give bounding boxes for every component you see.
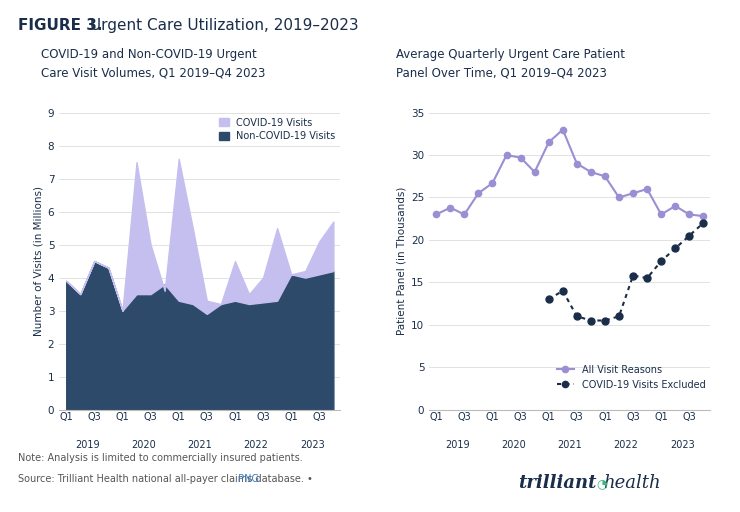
Text: Source: Trilliant Health national all-payer claims database. •: Source: Trilliant Health national all-pa… xyxy=(18,474,313,484)
Text: 2022: 2022 xyxy=(613,440,639,450)
Y-axis label: Patient Panel (in Thousands): Patient Panel (in Thousands) xyxy=(397,187,407,335)
Text: Urgent Care Utilization, 2019–2023: Urgent Care Utilization, 2019–2023 xyxy=(85,18,359,33)
Text: 2021: 2021 xyxy=(187,440,212,450)
Legend: COVID-19 Visits, Non-COVID-19 Visits: COVID-19 Visits, Non-COVID-19 Visits xyxy=(219,117,335,141)
Text: ◔: ◔ xyxy=(596,477,608,490)
Text: Note: Analysis is limited to commercially insured patients.: Note: Analysis is limited to commerciall… xyxy=(18,453,303,463)
Text: 2021: 2021 xyxy=(557,440,582,450)
Text: trilliant: trilliant xyxy=(518,474,596,492)
Text: 2020: 2020 xyxy=(131,440,156,450)
Y-axis label: Number of Visits (in Millions): Number of Visits (in Millions) xyxy=(33,186,44,336)
Text: health: health xyxy=(603,474,661,492)
Text: 2020: 2020 xyxy=(501,440,526,450)
Text: 2019: 2019 xyxy=(445,440,470,450)
Text: 2023: 2023 xyxy=(300,440,325,450)
Text: COVID-19 and Non-COVID-19 Urgent
Care Visit Volumes, Q1 2019–Q4 2023: COVID-19 and Non-COVID-19 Urgent Care Vi… xyxy=(41,48,265,79)
Text: Average Quarterly Urgent Care Patient
Panel Over Time, Q1 2019–Q4 2023: Average Quarterly Urgent Care Patient Pa… xyxy=(396,48,625,79)
Legend: All Visit Reasons, COVID-19 Visits Excluded: All Visit Reasons, COVID-19 Visits Exclu… xyxy=(556,365,705,390)
Text: 2019: 2019 xyxy=(75,440,100,450)
Text: PNG: PNG xyxy=(235,474,259,484)
Text: 2023: 2023 xyxy=(670,440,695,450)
Text: 2022: 2022 xyxy=(243,440,269,450)
Text: FIGURE 3.: FIGURE 3. xyxy=(18,18,103,33)
